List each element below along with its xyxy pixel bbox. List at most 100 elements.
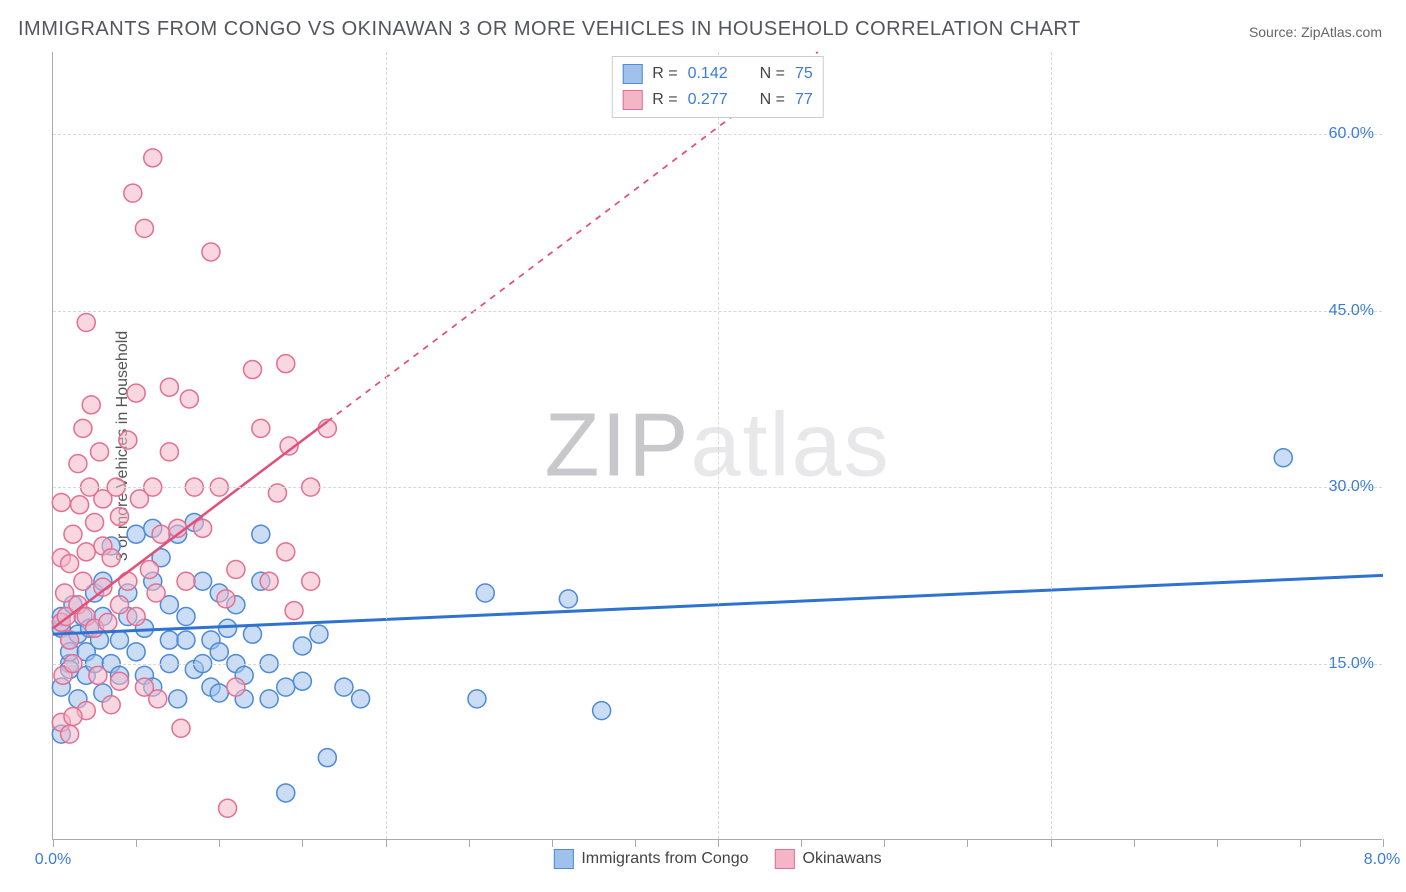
scatter-point (302, 572, 320, 590)
x-tick (967, 839, 968, 847)
scatter-point (177, 572, 195, 590)
scatter-point (89, 666, 107, 684)
scatter-point (277, 355, 295, 373)
scatter-point (74, 572, 92, 590)
scatter-point (127, 608, 145, 626)
legend-item-congo: Immigrants from Congo (553, 849, 748, 869)
scatter-point (111, 631, 129, 649)
scatter-point (102, 696, 120, 714)
scatter-point (260, 572, 278, 590)
scatter-point (61, 725, 79, 743)
r-value-congo: 0.142 (688, 61, 728, 87)
plot-area: ZIPatlas R = 0.142 N = 75 R = 0.277 N = … (52, 52, 1382, 840)
scatter-point (144, 149, 162, 167)
scatter-point (352, 690, 370, 708)
x-tick-right: 8.0% (1364, 851, 1400, 869)
scatter-point (318, 749, 336, 767)
scatter-point (277, 543, 295, 561)
scatter-point (194, 572, 212, 590)
scatter-point (227, 560, 245, 578)
x-tick (884, 839, 885, 847)
stats-legend: R = 0.142 N = 75 R = 0.277 N = 77 (611, 56, 824, 118)
scatter-point (127, 384, 145, 402)
scatter-point (593, 702, 611, 720)
scatter-point (194, 519, 212, 537)
scatter-point (177, 631, 195, 649)
scatter-point (559, 590, 577, 608)
scatter-point (152, 525, 170, 543)
gridline-v (718, 52, 719, 839)
stats-row-congo: R = 0.142 N = 75 (622, 61, 813, 87)
scatter-point (160, 443, 178, 461)
n-value-congo: 75 (795, 61, 813, 87)
n-value-okinawans: 77 (795, 87, 813, 113)
scatter-point (86, 513, 104, 531)
scatter-point (285, 602, 303, 620)
scatter-point (468, 690, 486, 708)
scatter-point (111, 672, 129, 690)
x-tick (801, 839, 802, 847)
scatter-point (102, 549, 120, 567)
legend-label-okinawans: Okinawans (803, 850, 882, 868)
scatter-point (252, 525, 270, 543)
scatter-point (476, 584, 494, 602)
source-prefix: Source: (1249, 24, 1301, 40)
x-tick (1051, 839, 1052, 847)
gridline-v (1051, 52, 1052, 839)
scatter-point (119, 431, 137, 449)
stats-row-okinawans: R = 0.277 N = 77 (622, 87, 813, 113)
scatter-point (52, 493, 70, 511)
scatter-point (219, 799, 237, 817)
scatter-point (227, 678, 245, 696)
x-tick-left: 0.0% (35, 851, 71, 869)
chart-title: IMMIGRANTS FROM CONGO VS OKINAWAN 3 OR M… (18, 18, 1081, 41)
scatter-point (293, 637, 311, 655)
scatter-point (69, 455, 87, 473)
x-tick (302, 839, 303, 847)
scatter-point (99, 613, 117, 631)
swatch-okinawans (622, 90, 642, 110)
y-tick-label: 15.0% (1329, 655, 1374, 673)
series-legend: Immigrants from Congo Okinawans (553, 849, 881, 869)
scatter-point (77, 314, 95, 332)
x-tick (469, 839, 470, 847)
scatter-point (119, 572, 137, 590)
scatter-point (177, 608, 195, 626)
y-tick-label: 60.0% (1329, 125, 1374, 143)
scatter-point (149, 690, 167, 708)
legend-label-congo: Immigrants from Congo (581, 850, 748, 868)
x-tick (552, 839, 553, 847)
scatter-point (91, 443, 109, 461)
n-label-okinawans: N = (760, 87, 785, 113)
scatter-point (277, 784, 295, 802)
scatter-point (140, 560, 158, 578)
scatter-point (160, 378, 178, 396)
source-value: ZipAtlas.com (1301, 24, 1382, 40)
scatter-point (202, 243, 220, 261)
r-label-congo: R = (652, 61, 677, 87)
scatter-point (127, 643, 145, 661)
x-tick (53, 839, 54, 847)
scatter-point (244, 625, 262, 643)
scatter-point (61, 555, 79, 573)
r-label-okinawans: R = (652, 87, 677, 113)
x-tick (1217, 839, 1218, 847)
scatter-point (147, 584, 165, 602)
x-tick (219, 839, 220, 847)
scatter-point (293, 672, 311, 690)
scatter-point (71, 496, 89, 514)
legend-swatch-okinawans (775, 849, 795, 869)
x-tick (635, 839, 636, 847)
x-tick (718, 839, 719, 847)
y-tick-label: 45.0% (1329, 302, 1374, 320)
scatter-point (64, 708, 82, 726)
scatter-point (252, 419, 270, 437)
gridline-v (386, 52, 387, 839)
scatter-point (74, 419, 92, 437)
scatter-point (210, 684, 228, 702)
scatter-point (82, 396, 100, 414)
r-value-okinawans: 0.277 (688, 87, 728, 113)
scatter-point (277, 678, 295, 696)
x-tick (136, 839, 137, 847)
scatter-point (217, 590, 235, 608)
